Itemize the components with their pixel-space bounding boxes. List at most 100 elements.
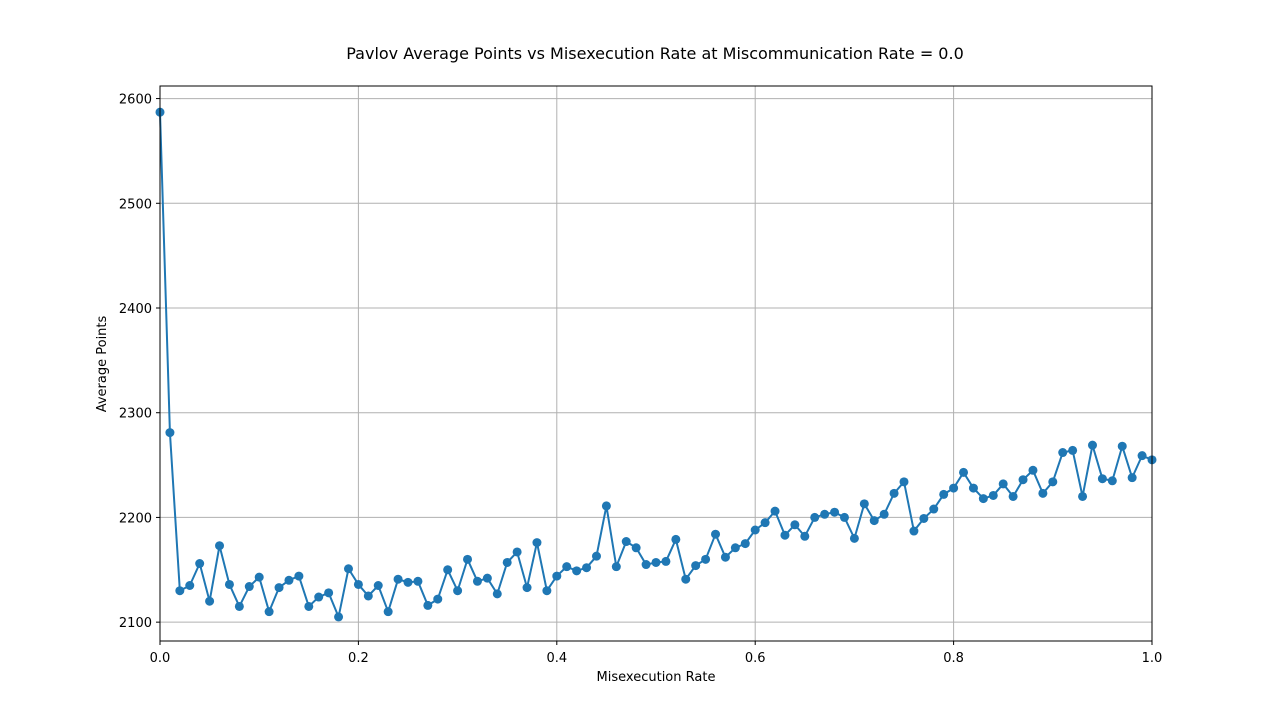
data-point [691,561,701,571]
data-point [631,543,641,553]
x-tick-label: 0.6 [745,651,766,666]
data-point [1087,440,1097,450]
data-point [968,483,978,493]
data-point [889,488,899,498]
x-axis-ticks: 0.0 0.2 0.4 0.6 0.8 1.0 [150,641,1163,666]
y-axis-label: Average Points [95,315,110,412]
y-tick-label: 2100 [119,616,152,631]
data-point [522,583,532,593]
chart-title: Pavlov Average Points vs Misexecution Ra… [346,44,964,63]
data-point [929,504,939,514]
data-point [472,576,482,586]
data-point [175,586,185,596]
data-point [284,575,294,585]
data-point [720,552,730,562]
data-point [730,543,740,553]
y-tick-label: 2300 [119,407,152,422]
data-point [572,566,582,576]
data-point [502,557,512,567]
data-point [601,501,611,511]
data-point [304,601,314,611]
data-point [1028,465,1038,475]
data-point [1137,451,1147,461]
data-point [324,588,334,598]
data-point [611,562,621,572]
data-point [859,499,869,509]
data-point [244,582,254,592]
data-point [413,576,423,586]
data-point [978,494,988,504]
data-point [373,581,383,590]
data-point [740,539,750,549]
data-point [205,596,215,606]
y-tick-label: 2500 [119,197,152,212]
data-point [1068,445,1078,455]
data-point [552,571,562,581]
data-point [443,565,453,575]
data-point [363,591,373,601]
x-tick-label: 0.0 [150,651,171,666]
data-point [463,554,473,564]
x-tick-label: 1.0 [1142,651,1163,666]
data-point [919,513,929,523]
data-point [641,560,651,570]
y-tick-label: 2400 [119,302,152,317]
series-layer [155,107,1157,622]
data-point [294,571,304,581]
data-point [234,601,244,611]
data-point [314,592,324,602]
data-point [661,556,671,566]
data-point [790,520,800,530]
y-tick-label: 2200 [119,511,152,526]
data-point [909,526,919,536]
y-tick-label: 2600 [119,93,152,108]
data-point [869,516,879,526]
data-point [562,562,572,572]
data-point [274,583,284,593]
data-point [215,541,225,551]
plot-area [160,86,1152,641]
data-point [264,607,274,617]
data-point [482,573,492,583]
data-point [780,530,790,540]
data-point [671,534,681,544]
data-point [988,490,998,500]
data-point [512,547,522,557]
data-point [1038,488,1048,498]
data-point [403,577,413,587]
x-tick-label: 0.4 [546,651,567,666]
data-point [1058,448,1068,458]
data-point [353,579,363,589]
data-point [334,612,344,622]
data-point [224,579,234,589]
data-point [839,512,849,522]
data-point [681,574,691,584]
data-point [532,538,542,548]
data-point [423,600,433,610]
data-point [393,574,403,584]
data-point [949,483,959,493]
data-point [492,589,502,599]
data-point [185,581,195,590]
data-point [1018,475,1028,485]
data-point [939,489,949,499]
data-point [998,479,1008,489]
data-point [591,551,601,561]
data-point [254,572,264,582]
data-point [770,506,780,516]
data-point [651,557,661,567]
data-point [750,525,760,535]
data-point [621,537,631,547]
data-point [1107,476,1117,486]
data-point [959,467,969,477]
data-point [1117,441,1127,451]
data-point [830,507,840,517]
data-point [899,477,909,487]
x-tick-label: 0.2 [348,651,369,666]
data-point [383,607,393,617]
data-point [810,512,820,522]
data-point [1078,491,1088,501]
data-point [760,518,770,528]
